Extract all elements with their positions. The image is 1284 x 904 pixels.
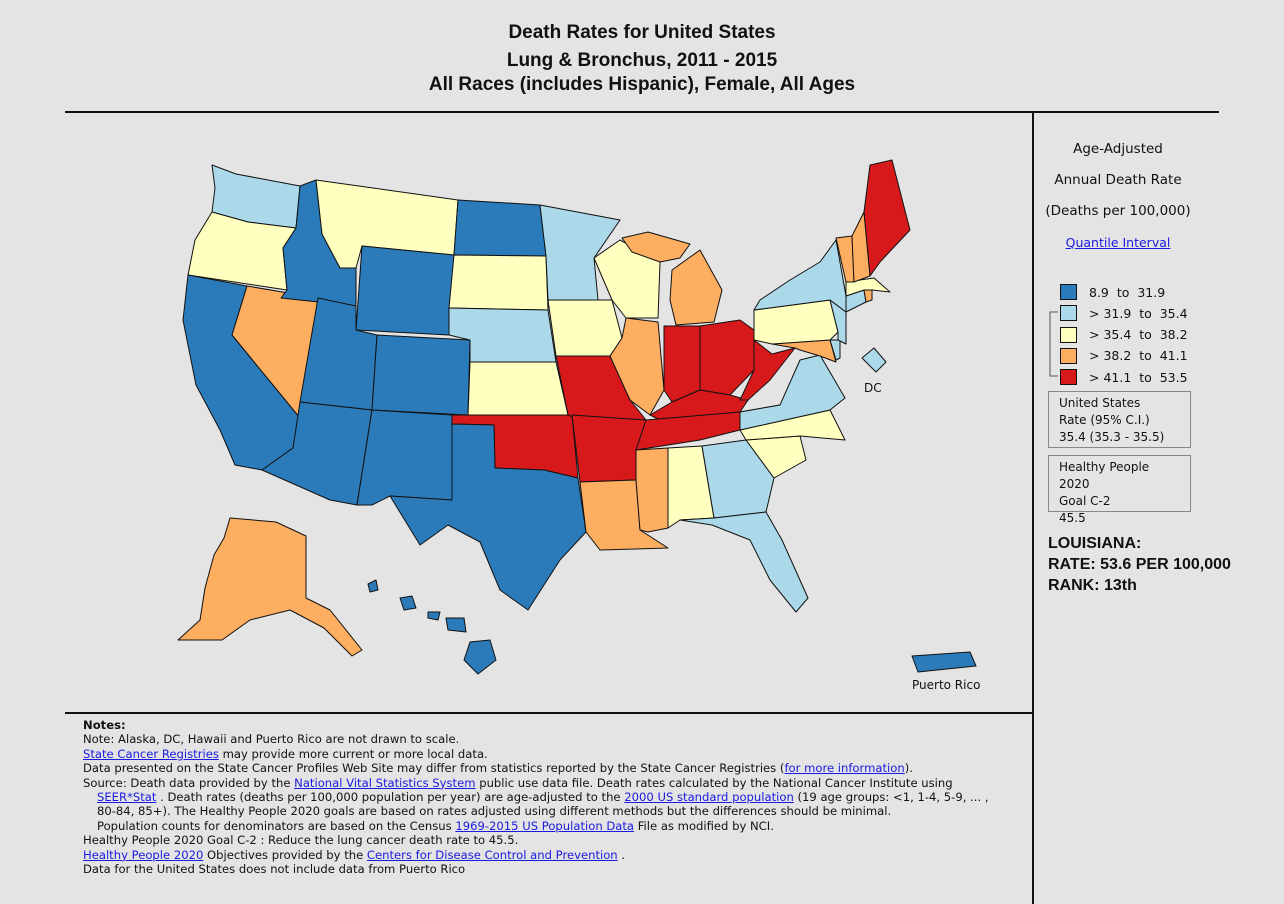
state-NY[interactable] — [753, 239, 847, 313]
state-AR[interactable] — [571, 414, 647, 483]
cdc-link[interactable]: Centers for Disease Control and Preventi… — [366, 847, 618, 862]
map-title: Death Rates for United States — [508, 22, 776, 43]
note-text: may provide more current or more local d… — [218, 746, 488, 761]
state-RI[interactable] — [863, 289, 873, 303]
state-ND[interactable] — [453, 199, 547, 257]
state-DC[interactable] — [861, 347, 887, 373]
state-ME[interactable] — [863, 159, 911, 277]
note-text: Population counts for denominators are b… — [97, 818, 456, 833]
legend-swatch — [1060, 369, 1077, 386]
state-HI-2[interactable] — [399, 595, 417, 611]
map-subtitle-population: All Races (includes Hispanic), Female, A… — [428, 74, 856, 95]
legend-swatch — [1060, 305, 1077, 322]
us-rate-title: United States — [1059, 396, 1141, 410]
note-line: Data for the United States does not incl… — [83, 862, 466, 877]
state-FL[interactable] — [679, 511, 809, 613]
legend-label: 8.9 to 31.9 — [1089, 284, 1166, 300]
more-information-link[interactable]: for more information — [784, 761, 905, 776]
puerto-rico-label: Puerto Rico — [912, 678, 981, 692]
state-MI-upper[interactable] — [621, 231, 691, 263]
state-NM[interactable] — [356, 409, 453, 506]
map-subtitle-cancer-site: Lung & Bronchus, 2011 - 2015 — [506, 50, 778, 71]
legend-heading-3: (Deaths per 100,000) — [1045, 203, 1191, 219]
selected-state-rank: RANK: 13th — [1048, 577, 1137, 594]
state-PR[interactable] — [911, 651, 977, 673]
state-VA[interactable] — [739, 354, 846, 431]
note-text: Data presented on the State Cancer Profi… — [83, 761, 785, 776]
state-GA[interactable] — [701, 439, 775, 519]
state-HI-3[interactable] — [427, 611, 441, 621]
state-DE[interactable] — [829, 339, 841, 361]
legend-heading-2: Annual Death Rate — [1054, 172, 1182, 188]
legend-label: > 31.9 to 35.4 — [1089, 305, 1188, 321]
state-MI[interactable] — [669, 249, 723, 326]
hp2020-value: 45.5 — [1059, 511, 1086, 525]
state-SD[interactable] — [448, 254, 549, 311]
population-data-link[interactable]: 1969-2015 US Population Data — [455, 818, 635, 833]
state-HI-5[interactable] — [463, 639, 497, 675]
note-line: 80-84, 85+). The Healthy People 2020 goa… — [97, 804, 892, 819]
us-rate-box: United States Rate (95% C.I.) 35.4 (35.3… — [1048, 391, 1191, 448]
healthy-people-link[interactable]: Healthy People 2020 — [83, 847, 204, 862]
legend-swatch — [1060, 284, 1077, 300]
note-text: File as modified by NCI. — [634, 818, 774, 833]
note-text: ). — [904, 761, 913, 776]
hp2020-goal: Goal C-2 — [1059, 494, 1111, 508]
legend-swatch — [1060, 347, 1077, 364]
state-HI-1[interactable] — [367, 579, 379, 593]
quantile-interval-link[interactable]: Quantile Interval — [1065, 235, 1171, 250]
legend-row: > 38.2 to 41.1 — [1060, 347, 1188, 365]
us-choropleth-map — [177, 159, 977, 675]
dc-label: DC — [864, 381, 882, 395]
us-standard-population-link[interactable]: 2000 US standard population — [624, 790, 794, 805]
state-cancer-registries-link[interactable]: State Cancer Registries — [83, 746, 219, 761]
legend-row: 8.9 to 31.9 — [1060, 283, 1165, 301]
state-TX[interactable] — [389, 423, 587, 611]
state-WI[interactable] — [593, 239, 661, 319]
vertical-divider — [1032, 112, 1034, 904]
state-KS[interactable] — [467, 361, 569, 416]
legend-swatch — [1060, 326, 1077, 343]
legend-label: > 41.1 to 53.5 — [1089, 369, 1188, 385]
note-text: . Death rates (deaths per 100,000 popula… — [156, 790, 625, 805]
legend-row: > 41.1 to 53.5 — [1060, 368, 1188, 386]
state-IN[interactable] — [663, 325, 701, 403]
seer-stat-link[interactable]: SEER*Stat — [97, 790, 157, 805]
notes-section: Notes: Note: Alaska, DC, Hawaii and Puer… — [83, 718, 1028, 876]
note-text: . — [617, 847, 626, 862]
notes-divider — [65, 712, 1033, 714]
top-divider — [65, 111, 1219, 113]
state-MS[interactable] — [635, 447, 669, 533]
note-text: public use data file. Death rates calcul… — [475, 775, 953, 790]
notes-heading: Notes: — [83, 718, 126, 732]
hp2020-box: Healthy People 2020 Goal C-2 45.5 — [1048, 455, 1191, 525]
legend-label: > 38.2 to 41.1 — [1089, 348, 1188, 364]
note-text: Source: Death data provided by the — [83, 775, 295, 790]
state-WV[interactable] — [739, 339, 796, 401]
note-line: Healthy People 2020 Goal C-2 : Reduce th… — [83, 833, 519, 848]
legend-row: > 31.9 to 35.4 — [1060, 304, 1188, 322]
state-HI-4[interactable] — [445, 617, 467, 633]
us-rate-label: Rate (95% C.I.) — [1059, 413, 1150, 427]
state-IL[interactable] — [609, 317, 665, 416]
legend-heading-1: Age-Adjusted — [1073, 141, 1163, 157]
state-MA[interactable] — [845, 277, 891, 297]
state-IA[interactable] — [547, 299, 623, 357]
legend-label: > 35.4 to 38.2 — [1089, 327, 1188, 343]
state-CO[interactable] — [371, 334, 471, 416]
note-line: Note: Alaska, DC, Hawaii and Puerto Rico… — [83, 732, 460, 747]
selected-state-name: LOUISIANA: — [1048, 535, 1142, 552]
selected-state-rate: RATE: 53.6 PER 100,000 — [1048, 556, 1231, 573]
note-text: Objectives provided by the — [203, 847, 367, 862]
state-AK[interactable] — [177, 517, 363, 657]
us-rate-value: 35.4 (35.3 - 35.5) — [1059, 430, 1165, 444]
state-WY[interactable] — [355, 245, 455, 336]
state-OH[interactable] — [699, 319, 755, 396]
legend-row: > 35.4 to 38.2 — [1060, 326, 1188, 344]
hp2020-title: Healthy People 2020 — [1059, 460, 1150, 491]
legend-bracket-icon — [1049, 311, 1058, 377]
nvss-link[interactable]: National Vital Statistics System — [294, 775, 476, 790]
note-text: (19 age groups: <1, 1-4, 5-9, ... , — [793, 790, 989, 805]
